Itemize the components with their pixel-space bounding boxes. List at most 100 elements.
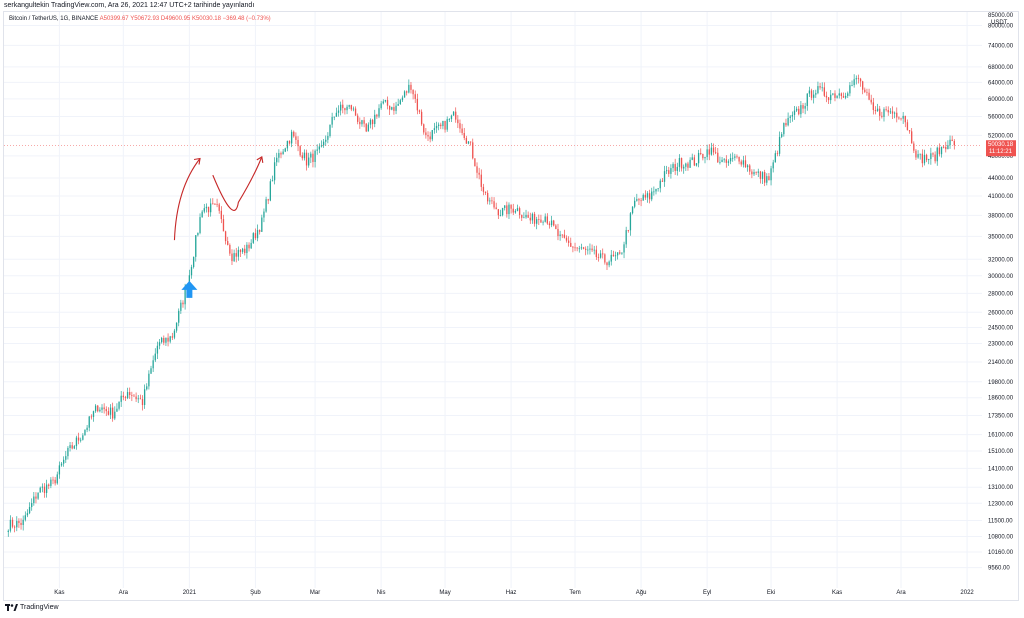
candle-body [499, 215, 502, 217]
candle-body [925, 154, 928, 161]
time-tick-label: Nis [377, 590, 386, 596]
candle-body [278, 153, 280, 158]
candle-body [898, 117, 900, 119]
candle-body [65, 456, 67, 460]
candle-body [184, 288, 186, 305]
candle-body [408, 84, 410, 93]
candle-body [644, 194, 647, 198]
price-tick-label: 32000.00 [988, 257, 1014, 263]
candle-body [772, 162, 774, 169]
candle-body [129, 392, 131, 396]
price-tick-label: 52000.00 [988, 133, 1014, 139]
candle-body [393, 107, 395, 111]
candle-body [476, 166, 478, 173]
candle-body [378, 108, 380, 117]
candle-body [388, 105, 391, 110]
price-axis[interactable]: 80000.00 74000.00 68000.00 64000.00 60000.00… [986, 13, 1016, 572]
candle-body [297, 139, 299, 147]
candle-body [301, 155, 303, 159]
candle-body [759, 171, 762, 179]
candle-body [953, 141, 955, 146]
candle-body [683, 166, 685, 169]
candle-body [781, 134, 783, 137]
candle-body [224, 231, 227, 242]
candle-body [86, 427, 88, 430]
candle-body [39, 487, 41, 493]
price-tick-label: 80000.00 [988, 23, 1014, 29]
time-axis[interactable]: Kas Ara 2021 Şub Mar Nis May Haz Tem Ağu Eyl Eki Kas… [54, 590, 974, 596]
candle-body [382, 101, 384, 104]
candle-body [48, 484, 50, 486]
candle-body [793, 110, 796, 115]
candle-body [423, 124, 425, 133]
candle-body [367, 124, 370, 132]
candle-body [92, 411, 95, 417]
candle-body [252, 233, 254, 243]
candle-body [399, 100, 401, 104]
candle-body [900, 118, 902, 120]
candle-body [885, 109, 887, 110]
price-tick-label: 41000.00 [988, 194, 1014, 200]
candle-body [936, 147, 938, 162]
candle-body [50, 479, 52, 486]
candle-body [295, 136, 297, 140]
candle-body [648, 193, 651, 200]
candle-body [536, 219, 538, 224]
candle-body [670, 168, 672, 174]
candle-body [612, 254, 615, 257]
candle-body [495, 207, 497, 210]
candle-body [757, 171, 759, 173]
candle-body [717, 152, 719, 163]
candle-body [97, 405, 99, 412]
candle-body [838, 93, 840, 96]
candle-body [259, 230, 261, 232]
candle-body [919, 153, 921, 155]
price-tick-label: 24500.00 [988, 325, 1014, 331]
candle-body [67, 447, 69, 457]
candle-body [361, 120, 363, 125]
price-tick-label: 14100.00 [988, 466, 1014, 472]
curve-arrowhead-icon [193, 157, 201, 165]
candle-body [13, 526, 16, 528]
candle-body [327, 135, 329, 140]
hand-drawn-curve[interactable] [173, 156, 263, 241]
candle-body [54, 479, 56, 484]
candle-body [497, 209, 499, 216]
candle-body [665, 170, 668, 172]
candle-body [844, 95, 847, 98]
candle-body [109, 407, 112, 415]
candle-body [567, 240, 570, 243]
up-arrow-icon[interactable] [181, 280, 198, 298]
candle-body [621, 252, 623, 254]
candle-body [923, 154, 926, 164]
candle-body [940, 146, 943, 155]
candle-body [872, 102, 874, 110]
candle-body [401, 97, 404, 101]
price-tick-label: 23000.00 [988, 342, 1014, 348]
time-tick-label: Mar [310, 590, 320, 596]
candle-body [9, 519, 12, 531]
chart-frame[interactable] [3, 11, 1019, 601]
candle-body [529, 217, 531, 221]
candle-body [700, 153, 702, 154]
candle-body [751, 171, 753, 175]
candle-body [303, 152, 306, 159]
candle-body [851, 85, 853, 86]
candle-body [438, 124, 440, 126]
candle-body [874, 109, 877, 112]
price-tick-label: 12300.00 [988, 501, 1014, 507]
candle-body [817, 86, 819, 94]
candle-body [883, 109, 885, 117]
candle-body [930, 153, 932, 160]
symbol-label: Bitcoin / TetherUS, 1G, BINANCE [9, 16, 99, 22]
candle-body [250, 242, 252, 249]
candle-body [139, 398, 142, 400]
footer-brand[interactable]: TradingView [5, 604, 59, 611]
drawings[interactable] [173, 155, 264, 298]
candle-body [785, 123, 787, 126]
candle-body [442, 120, 444, 127]
candle-body [182, 302, 184, 305]
candle-body [774, 153, 776, 163]
